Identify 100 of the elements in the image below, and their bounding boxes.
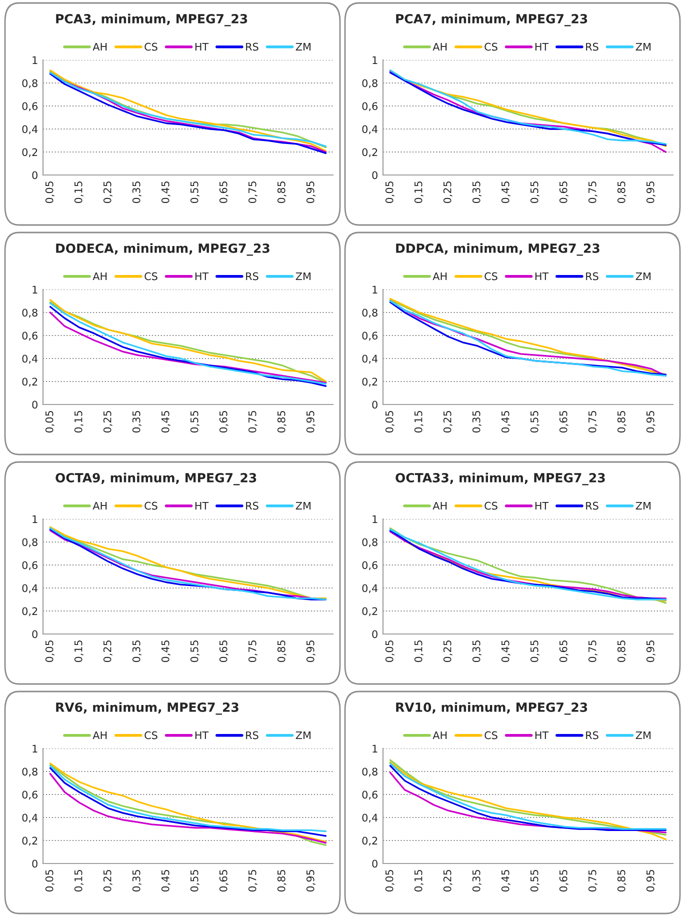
x-tick-label: 0,15 (74, 410, 84, 433)
x-tick-label: 0,65 (219, 181, 228, 204)
y-tick-label: 0,4 (362, 584, 378, 594)
y-tick-label: 0,8 (362, 538, 378, 548)
y-tick-label: 0,2 (22, 378, 38, 387)
legend-label: AH (432, 502, 447, 510)
y-tick-label: 0 (32, 630, 38, 638)
legend-label: RS (586, 272, 598, 280)
legend-label: ZM (296, 42, 310, 51)
x-tick-label: 0,65 (559, 181, 568, 204)
legend-label: HT (535, 731, 549, 740)
x-tick-label: 0,25 (103, 181, 112, 204)
y-tick-label: 0,8 (362, 308, 378, 318)
legend-label: CS (484, 42, 498, 51)
x-tick-label: 0,05 (45, 181, 54, 204)
y-tick-label: 1 (32, 515, 38, 523)
y-tick-label: 0,4 (22, 814, 38, 823)
y-tick-label: 0,2 (22, 148, 38, 158)
y-tick-label: 0 (372, 171, 378, 180)
legend-label: HT (535, 272, 549, 280)
legend-label: ZM (296, 731, 310, 740)
x-tick-label: 0,05 (45, 410, 54, 433)
y-tick-label: 0,8 (22, 768, 38, 777)
legend-label: AH (432, 42, 447, 51)
x-tick-label: 0,55 (530, 640, 540, 662)
y-tick-label: 0,8 (22, 538, 38, 548)
x-tick-label: 0,45 (161, 870, 170, 892)
x-tick-label: 0,75 (588, 410, 598, 433)
legend-label: CS (144, 272, 158, 280)
x-tick-label: 0,25 (443, 640, 452, 662)
x-tick-label: 0,55 (190, 640, 200, 662)
x-tick-label: 0,65 (219, 410, 228, 433)
legend-label: HT (195, 502, 209, 510)
x-tick-label: 0,95 (306, 181, 316, 204)
y-tick-label: 0 (372, 860, 378, 868)
x-tick-label: 0,55 (190, 410, 200, 433)
y-tick-label: 0 (372, 400, 378, 409)
y-tick-label: 0,4 (362, 125, 378, 134)
chart-title: RV6, minimum, MPEG7_23 (56, 702, 238, 715)
x-tick-label: 0,35 (472, 181, 482, 204)
legend-label: HT (535, 42, 549, 51)
y-tick-label: 0 (32, 400, 38, 409)
x-tick-label: 0,15 (414, 870, 424, 892)
x-tick-label: 0,55 (530, 870, 540, 892)
x-tick-label: 0,15 (414, 410, 424, 433)
x-tick-label: 0,25 (443, 410, 452, 433)
x-tick-label: 0,35 (472, 870, 482, 892)
legend-label: CS (484, 502, 498, 510)
x-tick-label: 0,35 (132, 181, 142, 204)
x-tick-label: 0,05 (45, 640, 54, 662)
chart-title: OCTA33, minimum, MPEG7_23 (396, 472, 605, 486)
y-tick-label: 1 (32, 286, 38, 294)
y-tick-label: 0,6 (362, 102, 378, 112)
y-tick-label: 0,2 (22, 607, 38, 616)
x-tick-label: 0,75 (588, 181, 598, 204)
y-tick-label: 0,8 (22, 79, 38, 88)
x-tick-label: 0,45 (501, 870, 510, 892)
y-tick-label: 0,2 (362, 378, 378, 387)
x-tick-label: 0,85 (277, 181, 286, 204)
y-tick-label: 0,6 (22, 332, 38, 341)
x-tick-label: 0,65 (559, 870, 568, 892)
x-tick-label: 0,65 (219, 870, 228, 892)
y-tick-label: 1 (372, 286, 378, 294)
x-tick-label: 0,55 (530, 181, 540, 204)
legend-label: ZM (296, 502, 310, 510)
chart-title: PCA3, minimum, MPEG7_23 (56, 14, 248, 26)
legend-label: ZM (636, 272, 650, 280)
legend-label: ZM (296, 272, 310, 280)
x-tick-label: 0,25 (443, 870, 452, 892)
legend-label: RS (246, 731, 258, 740)
x-tick-label: 0,95 (646, 410, 656, 433)
x-tick-label: 0,25 (103, 870, 112, 892)
x-tick-label: 0,95 (306, 870, 316, 892)
y-tick-label: 0,2 (22, 836, 38, 846)
legend-label: HT (195, 272, 209, 280)
x-tick-label: 0,75 (248, 181, 258, 204)
y-tick-label: 0,8 (362, 768, 378, 777)
legend-label: CS (484, 731, 498, 740)
legend-label: CS (484, 272, 498, 280)
legend-label: AH (92, 272, 107, 280)
y-tick-label: 0,6 (362, 561, 378, 570)
x-tick-label: 0,85 (277, 870, 286, 892)
x-tick-label: 0,95 (646, 640, 656, 662)
legend-label: HT (195, 731, 209, 740)
y-tick-label: 0,8 (22, 308, 38, 318)
chart-title: PCA7, minimum, MPEG7_23 (396, 14, 588, 26)
x-tick-label: 0,35 (132, 640, 142, 662)
y-tick-label: 0,6 (22, 561, 38, 570)
x-tick-label: 0,25 (443, 181, 452, 204)
legend-label: HT (535, 502, 549, 510)
x-tick-label: 0,85 (277, 410, 286, 433)
x-tick-label: 0,65 (559, 410, 568, 433)
x-tick-label: 0,75 (248, 410, 258, 433)
x-tick-label: 0,85 (617, 870, 626, 892)
x-tick-label: 0,45 (501, 181, 510, 204)
x-tick-label: 0,05 (45, 870, 54, 892)
x-tick-label: 0,95 (646, 181, 656, 204)
y-tick-label: 0,4 (22, 125, 38, 134)
y-tick-label: 1 (372, 744, 378, 752)
y-tick-label: 0,6 (22, 102, 38, 112)
